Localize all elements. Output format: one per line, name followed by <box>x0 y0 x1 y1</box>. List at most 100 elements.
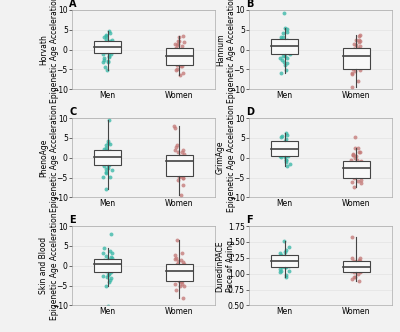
Point <box>348 266 355 271</box>
Point <box>105 58 111 63</box>
Point <box>178 165 184 170</box>
Point <box>351 41 357 46</box>
Point <box>357 32 364 37</box>
Point <box>104 274 110 280</box>
Point <box>280 42 286 47</box>
Point <box>357 62 364 67</box>
Point <box>355 271 361 276</box>
Point <box>284 257 290 262</box>
Point <box>178 193 184 198</box>
Point <box>283 258 289 264</box>
Point <box>350 58 357 63</box>
Point <box>106 50 112 55</box>
Point <box>283 41 289 46</box>
Point <box>348 168 355 173</box>
Point <box>102 170 109 175</box>
Point <box>353 37 360 42</box>
Point <box>103 145 109 150</box>
Text: D: D <box>246 107 254 117</box>
Point <box>284 45 291 50</box>
Point <box>180 70 186 75</box>
Point <box>349 70 356 75</box>
Point <box>108 51 114 57</box>
Point <box>101 34 108 40</box>
Point <box>356 258 363 264</box>
Point <box>180 33 187 39</box>
Point <box>100 174 106 179</box>
Point <box>102 155 108 160</box>
Point <box>354 60 360 65</box>
Point <box>106 118 113 123</box>
Point <box>174 262 180 268</box>
Point <box>280 35 286 40</box>
Point <box>281 260 288 265</box>
Point <box>278 265 285 270</box>
Point <box>175 177 181 182</box>
Point <box>278 154 284 160</box>
Point <box>280 30 286 36</box>
Point <box>356 40 363 45</box>
Bar <box>94 259 121 272</box>
Point <box>278 41 284 46</box>
Point <box>358 167 364 172</box>
Point <box>354 170 360 175</box>
Point <box>172 125 178 130</box>
Point <box>178 156 185 161</box>
Point <box>178 268 184 273</box>
Point <box>352 260 358 265</box>
Point <box>173 45 179 50</box>
Point <box>280 144 286 149</box>
Point <box>349 276 356 282</box>
Point <box>175 263 182 269</box>
Y-axis label: PhenoAge
Epigenetic Age Acceleration: PhenoAge Epigenetic Age Acceleration <box>39 104 59 211</box>
Point <box>107 148 113 153</box>
Bar <box>343 161 370 178</box>
Point <box>172 157 179 162</box>
Point <box>100 164 107 169</box>
Point <box>109 149 116 154</box>
Point <box>172 288 179 293</box>
Text: A: A <box>69 0 77 9</box>
Point <box>350 46 357 51</box>
Point <box>280 238 287 243</box>
Point <box>103 268 109 273</box>
Point <box>106 53 112 58</box>
Point <box>100 44 106 49</box>
Point <box>351 53 358 58</box>
Point <box>349 85 356 90</box>
Point <box>278 134 284 140</box>
Point <box>284 26 290 32</box>
Point <box>349 260 355 265</box>
Point <box>352 155 358 160</box>
Point <box>281 59 287 64</box>
Point <box>284 56 290 61</box>
Point <box>284 40 291 45</box>
Point <box>105 303 111 309</box>
Point <box>174 162 180 167</box>
Point <box>358 177 364 182</box>
Point <box>286 257 292 262</box>
Point <box>177 50 184 55</box>
Point <box>180 296 186 301</box>
Point <box>100 257 107 263</box>
Point <box>180 266 187 272</box>
Bar <box>94 150 121 165</box>
Point <box>174 271 180 276</box>
Point <box>108 275 114 280</box>
Point <box>173 155 180 160</box>
Y-axis label: Hannum
Epigenetic Age Acceleration: Hannum Epigenetic Age Acceleration <box>216 0 236 104</box>
Point <box>109 38 116 43</box>
Point <box>282 62 288 67</box>
Point <box>349 265 356 270</box>
Point <box>100 259 106 265</box>
Point <box>284 164 290 169</box>
Point <box>356 262 362 267</box>
Point <box>174 66 180 71</box>
Point <box>356 264 363 269</box>
Point <box>280 149 287 154</box>
Point <box>106 266 112 272</box>
Point <box>102 258 108 264</box>
Point <box>102 142 109 148</box>
Point <box>354 45 361 50</box>
Point <box>171 123 178 128</box>
